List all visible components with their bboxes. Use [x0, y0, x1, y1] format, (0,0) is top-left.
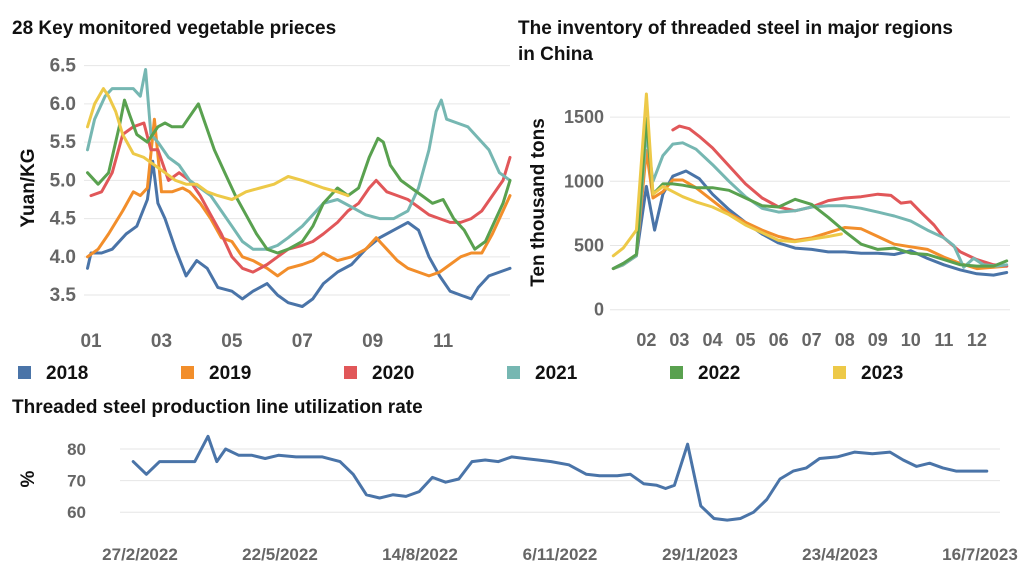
legend-swatch-2022	[670, 366, 683, 379]
x-tick-label: 08	[835, 330, 855, 350]
x-tick-label: 02	[636, 330, 656, 350]
series-line-2021	[611, 131, 1009, 271]
x-tick-label: 09	[362, 331, 383, 352]
legend: 2018 2019 2020 2021 2022 2023	[18, 363, 903, 384]
y-tick-label: 1500	[564, 107, 604, 127]
utilization-rate-chart: 60 70 80% 27/2/2022 22/5/2022 14/8/2022 6/11/2…	[18, 434, 1018, 564]
y-tick-label: 0	[594, 300, 604, 320]
x-tick-label: 11	[433, 331, 454, 352]
x-tick-label: 11	[934, 330, 953, 350]
y-tick-label: 6.5	[50, 56, 77, 77]
legend-swatch-2023	[833, 366, 846, 379]
series-line-2023	[86, 87, 350, 201]
y-tick-label: 80	[67, 440, 86, 459]
legend-label-2019: 2019	[209, 363, 251, 384]
steel-inventory-chart: 0 500 1000 1500 Ten thousand tons 02 03 04 05 06 0…	[528, 92, 1010, 350]
x-tick-label: 16/7/2023	[942, 545, 1018, 564]
x-tick-label: 07	[292, 331, 313, 352]
x-tick-label: 22/5/2022	[242, 545, 318, 564]
x-tick-label: 06	[769, 330, 789, 350]
legend-label-2020: 2020	[372, 363, 414, 384]
series-line-2019	[611, 149, 1009, 271]
y-tick-label: 60	[67, 503, 86, 522]
x-tick-label: 29/1/2023	[662, 545, 738, 564]
x-tick-label: 14/8/2022	[382, 545, 458, 564]
x-tick-label: 03	[151, 331, 172, 352]
inventory-chart-title-line1: The inventory of threaded steel in major…	[518, 18, 953, 39]
series-line-2021	[86, 68, 512, 251]
x-tick-label: 6/11/2022	[523, 545, 598, 564]
legend-swatch-2021	[507, 366, 520, 379]
legend-swatch-2018	[18, 366, 31, 379]
series-line-utilization	[131, 434, 989, 522]
legend-label-2023: 2023	[861, 363, 903, 384]
x-tick-label: 05	[736, 330, 756, 350]
y-tick-label: 3.5	[50, 285, 77, 306]
y-tick-label: 4.5	[50, 209, 77, 230]
x-tick-label: 09	[868, 330, 888, 350]
x-tick-label: 23/4/2023	[802, 545, 878, 564]
x-tick-label: 07	[802, 330, 822, 350]
vegetable-price-chart: 3.5 4.0 4.5 5.0 5.5 6.0 6.5 Yuan/KG 01 03 05 07 09 11	[18, 56, 512, 352]
x-tick-label: 04	[702, 330, 722, 350]
y-tick-label: 5.0	[50, 170, 76, 191]
series-line-2020	[89, 121, 512, 274]
x-tick-label: 05	[221, 331, 243, 352]
series-line-2018	[86, 159, 512, 308]
x-tick-label: 03	[669, 330, 689, 350]
y-axis-label: %	[18, 470, 39, 487]
series-line-2022	[611, 116, 1009, 271]
y-tick-label: 4.0	[50, 247, 76, 268]
y-axis-label: Ten thousand tons	[528, 118, 549, 287]
inventory-chart-title-line2: in China	[518, 44, 593, 65]
legend-label-2018: 2018	[46, 363, 88, 384]
y-tick-label: 5.5	[50, 132, 77, 153]
y-tick-label: 1000	[564, 171, 604, 191]
x-tick-label: 01	[80, 331, 102, 352]
x-tick-label: 10	[901, 330, 921, 350]
series-line-2019	[86, 117, 512, 278]
y-axis-label: Yuan/KG	[18, 148, 39, 227]
x-tick-label: 12	[967, 330, 987, 350]
x-tick-label: 27/2/2022	[102, 545, 178, 564]
y-tick-label: 70	[67, 472, 86, 491]
series-line-2023	[611, 92, 843, 258]
series-line-2018	[611, 169, 1009, 277]
y-tick-label: 6.0	[50, 94, 76, 115]
vegetable-chart-title: 28 Key monitored vegetable prieces	[12, 18, 336, 39]
legend-label-2022: 2022	[698, 363, 740, 384]
series-line-2022	[86, 98, 512, 255]
legend-swatch-2019	[181, 366, 194, 379]
legend-label-2021: 2021	[535, 363, 578, 384]
y-tick-label: 500	[574, 236, 604, 256]
legend-swatch-2020	[344, 366, 357, 379]
utilization-chart-title: Threaded steel production line utilizati…	[12, 397, 423, 418]
